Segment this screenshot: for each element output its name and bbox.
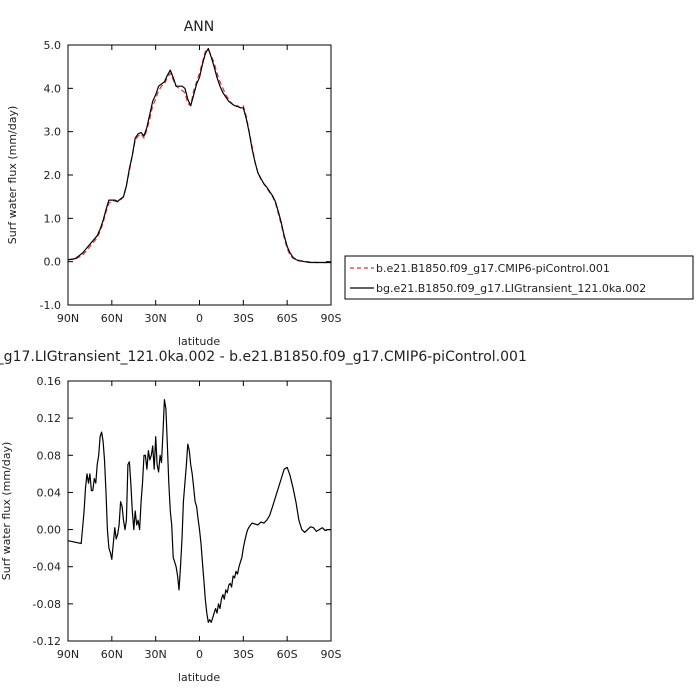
legend-label-control: b.e21.B1850.f09_g17.CMIP6-piControl.001 bbox=[376, 262, 610, 275]
bottom-plot-frame bbox=[67, 380, 332, 642]
y-tick-label: 0.08 bbox=[37, 449, 62, 462]
y-tick-label: 0.04 bbox=[37, 486, 62, 499]
top-plot-frame bbox=[67, 44, 332, 306]
x-tick-label: 60S bbox=[277, 312, 298, 325]
x-tick-label: 0 bbox=[196, 312, 203, 325]
y-tick-label: -0.08 bbox=[33, 598, 61, 611]
y-tick-label: -0.12 bbox=[33, 635, 61, 648]
legend-label-lig: bg.e21.B1850.f09_g17.LIGtransient_121.0k… bbox=[376, 282, 646, 295]
top-y-axis-label: Surf water flux (mm/day) bbox=[6, 106, 19, 245]
x-tick-label: 30S bbox=[233, 648, 254, 661]
bottom-plot: bg.e21.B1850.f09_g17.LIGtransient_121.0k… bbox=[0, 349, 527, 684]
x-tick-label: 30N bbox=[145, 312, 167, 325]
top-plot: ANN 90N 60N 30N 0 30S 60S 90S -1.0 0.0 1.0 2.0 3.0 4… bbox=[6, 19, 342, 348]
series-line-0 bbox=[67, 399, 331, 624]
y-tick-label: -0.04 bbox=[33, 561, 61, 574]
x-tick-label: 90N bbox=[57, 648, 79, 661]
top-plot-ticks: 90N 60N 30N 0 30S 60S 90S -1.0 0.0 1.0 2.0 3.0 4.0 5.… bbox=[40, 39, 342, 325]
y-tick-label: 1.0 bbox=[44, 212, 62, 225]
x-tick-label: 90S bbox=[321, 312, 342, 325]
legend: b.e21.B1850.f09_g17.CMIP6-piControl.001 … bbox=[344, 255, 694, 300]
x-tick-label: 30S bbox=[233, 312, 254, 325]
bottom-x-axis-label: latitude bbox=[178, 671, 220, 684]
series-line-1 bbox=[67, 47, 331, 264]
top-x-axis-label: latitude bbox=[178, 335, 220, 348]
y-tick-label: 3.0 bbox=[44, 126, 62, 139]
y-tick-label: 2.0 bbox=[44, 169, 62, 182]
y-tick-label: -1.0 bbox=[40, 299, 61, 312]
y-tick-label: 4.0 bbox=[44, 82, 62, 95]
y-tick-label: 5.0 bbox=[44, 39, 62, 52]
y-tick-label: 0.00 bbox=[37, 524, 62, 537]
bottom-plot-ticks: 90N 60N 30N 0 30S 60S 90S -0.12 -0.08 -0.04 0.00 0.… bbox=[33, 375, 342, 661]
x-tick-label: 90S bbox=[321, 648, 342, 661]
x-tick-label: 0 bbox=[196, 648, 203, 661]
top-plot-series bbox=[67, 47, 331, 264]
y-tick-label: 0.12 bbox=[37, 412, 62, 425]
x-tick-label: 60N bbox=[101, 648, 123, 661]
x-tick-label: 60N bbox=[101, 312, 123, 325]
x-tick-label: 60S bbox=[277, 648, 298, 661]
bottom-y-axis-label: Surf water flux (mm/day) bbox=[0, 442, 13, 581]
top-plot-title: ANN bbox=[184, 19, 215, 35]
bottom-plot-series bbox=[67, 399, 331, 624]
legend-box bbox=[344, 255, 694, 300]
y-tick-label: 0.16 bbox=[37, 375, 62, 388]
y-tick-label: 0.0 bbox=[44, 256, 62, 269]
x-tick-label: 30N bbox=[145, 648, 167, 661]
x-tick-label: 90N bbox=[57, 312, 79, 325]
series-line-0 bbox=[67, 48, 331, 264]
bottom-plot-title: bg.e21.B1850.f09_g17.LIGtransient_121.0k… bbox=[0, 349, 527, 365]
